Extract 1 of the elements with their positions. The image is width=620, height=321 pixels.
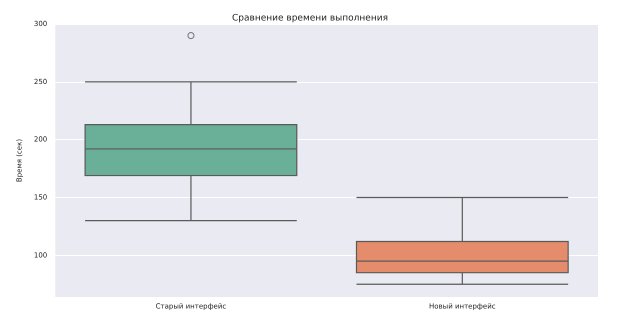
chart-title: Сравнение времени выполнения — [232, 14, 388, 24]
